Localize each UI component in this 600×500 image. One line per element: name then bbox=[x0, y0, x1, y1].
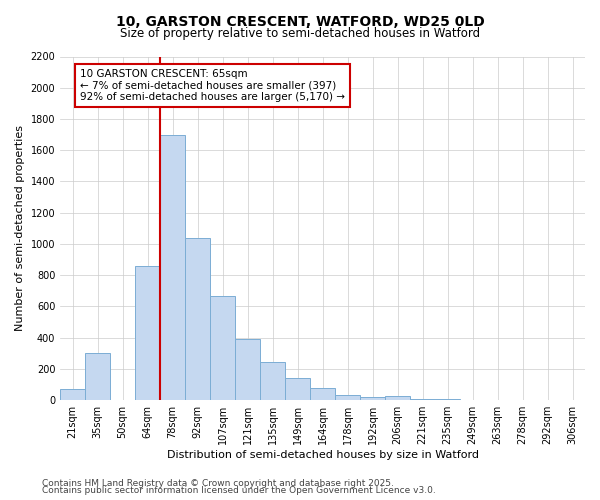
Bar bbox=[85, 352, 110, 400]
Text: Size of property relative to semi-detached houses in Watford: Size of property relative to semi-detach… bbox=[120, 28, 480, 40]
Bar bbox=[285, 378, 310, 400]
Bar bbox=[235, 340, 260, 400]
Text: Contains public sector information licensed under the Open Government Licence v3: Contains public sector information licen… bbox=[42, 486, 436, 495]
Bar bbox=[185, 238, 210, 400]
Bar bbox=[310, 388, 335, 400]
Text: 10 GARSTON CRESCENT: 65sqm
← 7% of semi-detached houses are smaller (397)
92% of: 10 GARSTON CRESCENT: 65sqm ← 7% of semi-… bbox=[80, 69, 345, 102]
X-axis label: Distribution of semi-detached houses by size in Watford: Distribution of semi-detached houses by … bbox=[167, 450, 479, 460]
Bar bbox=[135, 266, 160, 400]
Bar bbox=[410, 398, 435, 400]
Bar bbox=[385, 396, 410, 400]
Bar bbox=[360, 397, 385, 400]
Text: 10, GARSTON CRESCENT, WATFORD, WD25 0LD: 10, GARSTON CRESCENT, WATFORD, WD25 0LD bbox=[116, 15, 484, 29]
Bar bbox=[335, 394, 360, 400]
Bar bbox=[260, 362, 285, 400]
Bar bbox=[160, 134, 185, 400]
Text: Contains HM Land Registry data © Crown copyright and database right 2025.: Contains HM Land Registry data © Crown c… bbox=[42, 478, 394, 488]
Bar bbox=[210, 296, 235, 400]
Bar bbox=[60, 390, 85, 400]
Y-axis label: Number of semi-detached properties: Number of semi-detached properties bbox=[15, 126, 25, 332]
